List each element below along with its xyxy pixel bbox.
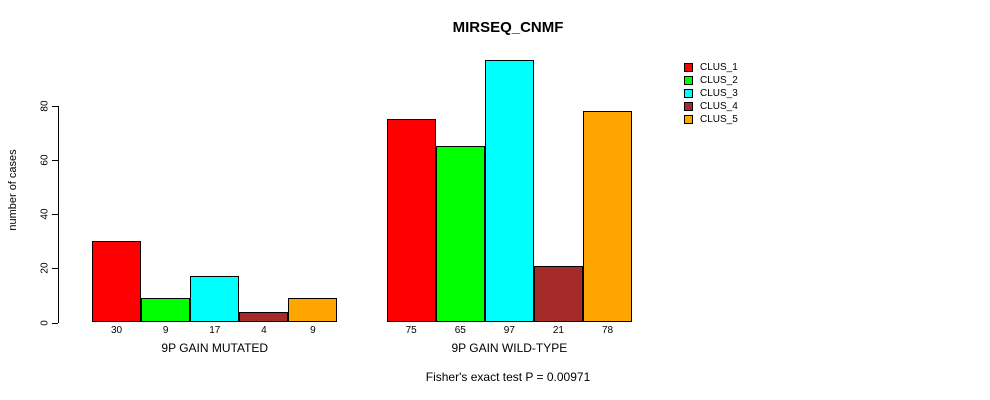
legend-swatch [684,89,693,98]
bar-value-label: 21 [552,325,564,336]
y-axis-tick [52,268,58,270]
legend-swatch [684,115,693,124]
bar-value-label: 30 [110,325,123,336]
legend-label: CLUS_1 [700,62,738,73]
legend-item: CLUS_4 [684,100,738,113]
y-axis-tick [52,322,58,324]
group-label: 9P GAIN MUTATED [161,341,269,355]
legend-item: CLUS_1 [684,61,738,74]
bar-value-label: 17 [209,325,221,336]
bar-value-label: 9 [162,325,169,336]
bar-clus_5 [583,111,633,323]
bar-clus_2 [141,298,191,323]
bar-clus_4 [239,311,289,323]
legend-label: CLUS_3 [700,88,738,99]
legend-swatch [684,102,693,111]
legend-swatch [684,76,693,85]
footer-annotation: Fisher's exact test P = 0.00971 [425,370,591,384]
bar-clus_5 [288,298,338,323]
bar-clus_1 [92,241,142,323]
y-axis-tick-label: 80 [39,100,51,112]
legend-label: CLUS_5 [700,114,738,125]
bar-value-label: 9 [310,325,316,336]
y-axis-line [58,106,59,323]
bar-clus_3 [484,59,534,323]
bar-value-label: 97 [503,325,515,336]
bar-clus_1 [386,119,436,323]
bar-clus_2 [435,146,485,323]
y-axis-tick [52,214,58,216]
bar-clus_4 [533,265,583,323]
legend: CLUS_1 CLUS_2 CLUS_3 CLUS_4 CLUS_5 [684,61,738,126]
legend-item: CLUS_3 [684,87,738,100]
y-axis-tick-label: 60 [39,154,51,166]
bar-value-label: 4 [261,325,267,336]
bar-clus_3 [190,276,240,323]
legend-item: CLUS_2 [684,74,738,87]
bar-value-label: 78 [601,325,614,336]
legend-item: CLUS_5 [684,113,738,126]
group-label: 9P GAIN WILD-TYPE [451,341,568,355]
y-axis-tick [52,105,58,107]
y-axis-label: number of cases [7,149,19,231]
legend-swatch [684,63,693,72]
y-axis-tick-label: 0 [39,319,51,326]
legend-label: CLUS_4 [700,101,738,112]
legend-label: CLUS_2 [700,75,738,86]
chart-title: MIRSEQ_CNMF [452,19,564,36]
y-axis-tick-label: 40 [39,208,51,220]
y-axis-tick [52,160,58,161]
bar-value-label: 65 [454,325,466,336]
y-axis-tick-label: 20 [39,262,51,274]
bar-value-label: 75 [405,325,417,336]
